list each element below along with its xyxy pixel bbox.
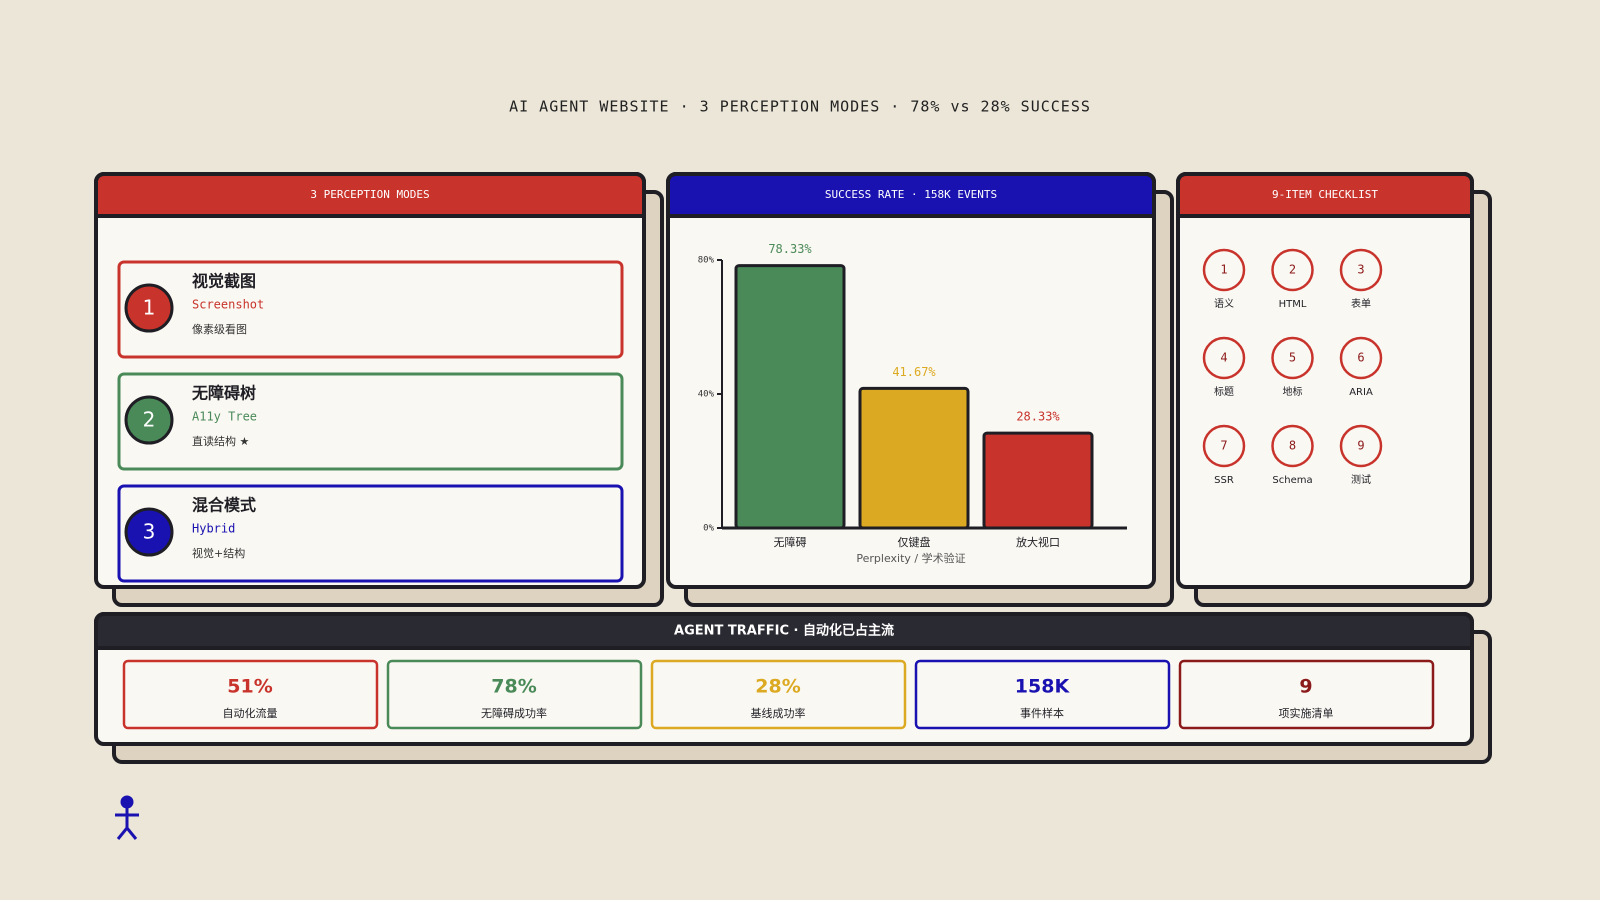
mode-number: 1 [143, 296, 156, 320]
panel-header [666, 172, 1156, 218]
y-tick-label: 40% [698, 390, 715, 400]
check-badge [1339, 248, 1383, 292]
panel-title: AGENT TRAFFIC · 自动化已占主流 [674, 623, 894, 639]
mode-card [117, 484, 624, 583]
x-tick-label: 仅键盘 [898, 535, 931, 549]
stat-label: 自动化流量 [223, 706, 278, 720]
stat-card [650, 659, 907, 730]
check-number: 6 [1357, 351, 1364, 365]
stat-value: 28% [755, 676, 800, 698]
check-badge [1271, 424, 1314, 468]
mode-card [117, 260, 624, 359]
panel-header [94, 612, 1474, 650]
check-badge [1271, 336, 1314, 380]
mode-en: Hybrid [192, 522, 235, 536]
value-label: 28.33% [1016, 410, 1060, 424]
check-label: 语义 [1214, 298, 1234, 310]
mode-badge [124, 507, 174, 557]
bar [982, 431, 1094, 530]
panel-header [94, 172, 646, 218]
stat-card [1178, 659, 1435, 730]
mode-number: 2 [143, 408, 156, 432]
check-number: 4 [1220, 351, 1227, 365]
x-tick-label: 无障碍 [774, 535, 807, 549]
check-badge [1339, 336, 1383, 380]
y-tick-label: 80% [698, 256, 715, 266]
stat-label: 无障碍成功率 [481, 706, 547, 720]
stat-label: 项实施清单 [1279, 706, 1334, 720]
panel-title: SUCCESS RATE · 158K EVENTS [825, 188, 997, 201]
mode-name: 无障碍树 [191, 384, 256, 403]
mode-card [117, 372, 624, 471]
mode-en: Screenshot [192, 298, 264, 312]
check-label: 地标 [1283, 385, 1303, 398]
bar [734, 264, 846, 530]
page-title: AI AGENT WEBSITE · 3 PERCEPTION MODES · … [509, 98, 1091, 116]
mode-badge [124, 395, 174, 445]
mode-desc: 直读结构 ★ [192, 434, 249, 448]
x-tick-label: 放大视口 [1016, 535, 1060, 549]
checklist-panel [1176, 172, 1474, 589]
bar [858, 386, 970, 530]
stat-card [914, 659, 1171, 730]
check-label: 测试 [1351, 473, 1371, 486]
check-badge [1339, 424, 1383, 468]
check-badge [1202, 424, 1246, 468]
stat-value: 78% [491, 676, 536, 698]
value-label: 78.33% [768, 242, 812, 256]
value-label: 41.67% [892, 365, 936, 379]
agent-icon [115, 795, 139, 840]
check-badge [1202, 248, 1246, 292]
x-axis-label: Perplexity / 学术验证 [856, 551, 965, 565]
mode-desc: 像素级看图 [192, 322, 247, 336]
panel-header [1176, 172, 1474, 218]
stat-label: 基线成功率 [751, 706, 806, 720]
check-label: Schema [1272, 475, 1312, 486]
check-badge [1271, 248, 1314, 292]
check-number: 7 [1220, 439, 1227, 453]
panel-title: 9-ITEM CHECKLIST [1272, 188, 1378, 201]
check-label: ARIA [1349, 387, 1373, 398]
check-number: 3 [1357, 263, 1364, 277]
stat-value: 51% [227, 676, 272, 698]
stat-value: 9 [1299, 676, 1312, 698]
check-number: 5 [1289, 351, 1296, 365]
check-label: HTML [1279, 299, 1307, 310]
check-label: 标题 [1214, 386, 1234, 398]
check-label: 表单 [1351, 297, 1371, 310]
mode-badge [124, 283, 174, 333]
y-tick-label: 0% [703, 524, 714, 534]
stat-card [122, 659, 379, 730]
check-number: 2 [1289, 263, 1296, 277]
mode-en: A11y Tree [192, 410, 257, 424]
stat-card [386, 659, 643, 730]
stat-label: 事件样本 [1020, 706, 1064, 720]
mode-name: 混合模式 [192, 496, 256, 515]
check-number: 1 [1220, 263, 1227, 277]
mode-name: 视觉截图 [192, 272, 256, 291]
check-number: 8 [1289, 439, 1296, 453]
check-number: 9 [1357, 439, 1364, 453]
stat-value: 158K [1015, 676, 1071, 698]
check-label: SSR [1214, 475, 1234, 486]
mode-desc: 视觉+结构 [192, 546, 245, 560]
check-badge [1202, 336, 1246, 380]
panel-title: 3 PERCEPTION MODES [310, 188, 429, 201]
mode-number: 3 [143, 520, 156, 544]
